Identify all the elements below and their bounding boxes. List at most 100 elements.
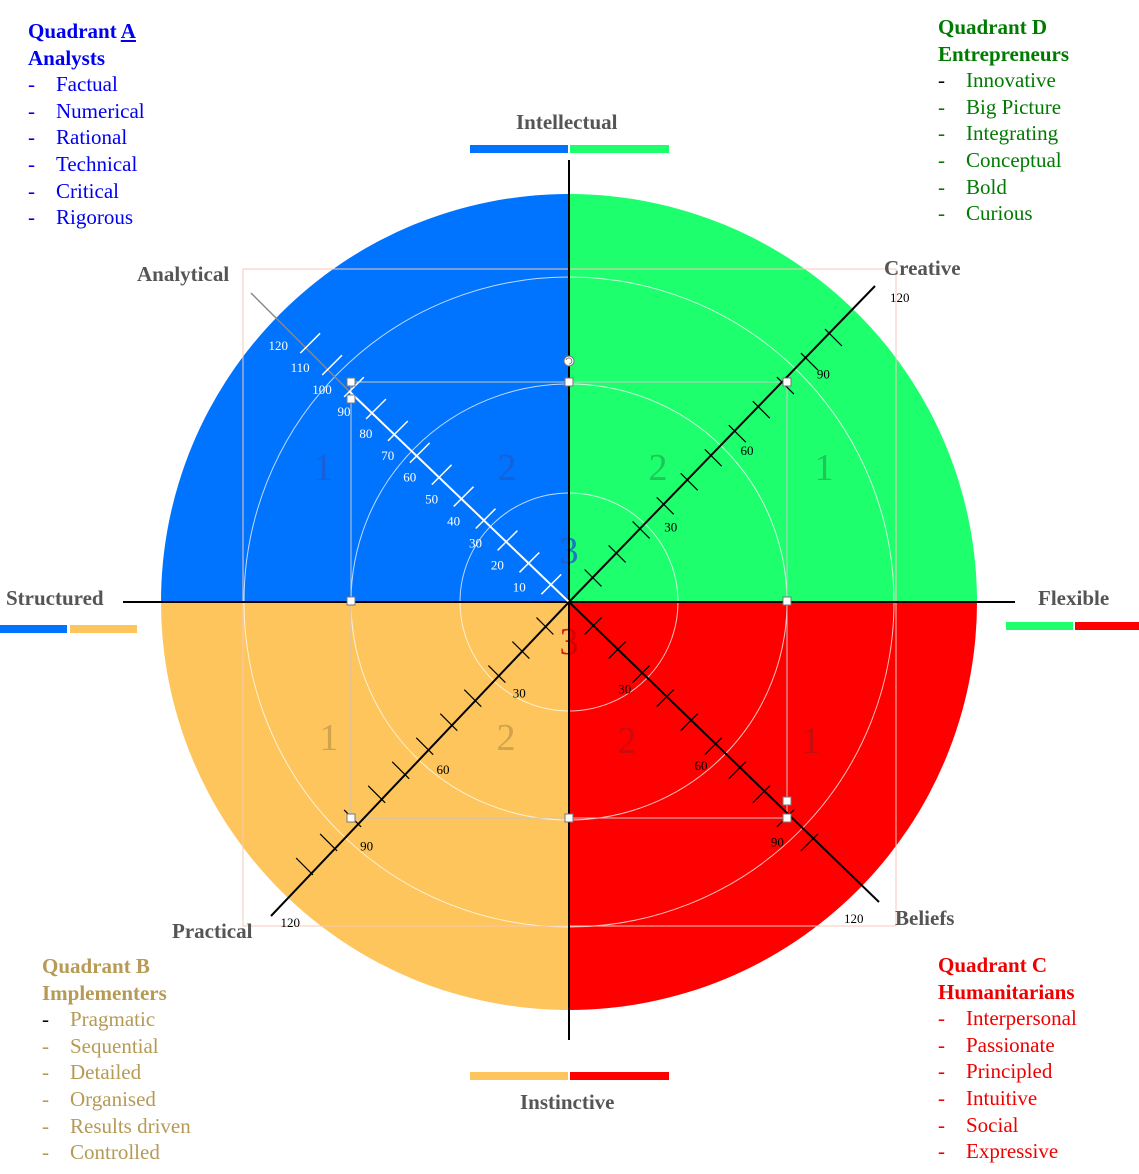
analytical-tick-label: 60 bbox=[403, 470, 416, 485]
analytical-tick-label: 80 bbox=[359, 426, 372, 441]
quadrant-b-title: Quadrant B bbox=[42, 954, 150, 978]
list-item: - Rigorous bbox=[28, 205, 134, 230]
list-item: - Factual bbox=[28, 72, 118, 97]
analytical-axis-ticks bbox=[299, 332, 562, 595]
zone-b-middle: 2 bbox=[497, 717, 516, 759]
zone-a-middle: 2 bbox=[498, 447, 517, 489]
axis-tick bbox=[439, 713, 458, 732]
axis-tick bbox=[299, 332, 321, 354]
axis-tick bbox=[608, 641, 627, 660]
handle-top[interactable] bbox=[564, 377, 574, 387]
axis-tick bbox=[409, 442, 431, 464]
handle-right[interactable] bbox=[782, 596, 792, 606]
axis-tick bbox=[431, 464, 453, 486]
creative-tick-label: 30 bbox=[664, 519, 677, 534]
axis-tick bbox=[752, 400, 771, 419]
quadrant-b-description: Quadrant B Implementers - Pragmatic - Sequ… bbox=[42, 953, 191, 1166]
axis-tick bbox=[728, 424, 747, 443]
list-item: - Critical bbox=[28, 178, 119, 203]
list-item: - Integrating bbox=[938, 121, 1059, 146]
axis-tick bbox=[608, 544, 627, 563]
quadrant-c-title: Quadrant C bbox=[938, 953, 1048, 977]
axis-label-analytical: Analytical bbox=[137, 262, 230, 286]
axis-tick bbox=[295, 857, 314, 876]
analytical-tick-label: 20 bbox=[491, 557, 504, 572]
axis-tick bbox=[632, 665, 651, 684]
analytical-tick-label: 100 bbox=[312, 382, 332, 397]
axis-tick bbox=[540, 573, 562, 595]
analytical-tick-label: 30 bbox=[469, 536, 482, 551]
analytical-tick-label: 90 bbox=[338, 404, 351, 419]
handle-bottom-right[interactable] bbox=[782, 813, 792, 823]
beliefs-axis bbox=[568, 601, 880, 903]
handle-bottom-left[interactable] bbox=[346, 813, 356, 823]
axis-tick bbox=[391, 761, 410, 780]
handle-line-end-top[interactable] bbox=[346, 394, 356, 404]
quadrant-a-fill bbox=[161, 194, 569, 602]
list-item: - Intuitive bbox=[938, 1085, 1038, 1110]
list-item: - Sequential bbox=[42, 1033, 159, 1058]
axis-tick bbox=[487, 665, 506, 684]
quadrant-c-fill bbox=[569, 602, 977, 1010]
zone-c-outer: 1 bbox=[802, 720, 821, 762]
intellectual-bar-green bbox=[570, 145, 669, 153]
axis-tick bbox=[800, 833, 819, 852]
zone-d-middle: 2 bbox=[649, 447, 668, 489]
axis-tick bbox=[387, 420, 409, 442]
axis-tick bbox=[704, 737, 723, 756]
axis-tick bbox=[728, 761, 747, 780]
axis-tick bbox=[536, 617, 554, 635]
axis-tick bbox=[453, 486, 475, 508]
list-item: - Big Picture bbox=[938, 94, 1062, 119]
quadrant-b-subtitle: Implementers bbox=[42, 980, 167, 1005]
quadrant-d-subtitle: Entrepreneurs bbox=[938, 41, 1070, 66]
quadrant-c-subtitle: Humanitarians bbox=[938, 979, 1075, 1004]
quadrant-d-description: Quadrant D Entrepreneurs - Innovative - Bi… bbox=[938, 14, 1069, 227]
handle-left[interactable] bbox=[346, 596, 356, 606]
quadrant-b-fill bbox=[161, 602, 569, 1010]
beliefs-tick-label: 60 bbox=[695, 758, 708, 773]
handle-top-left[interactable] bbox=[346, 377, 356, 387]
quadrant-c-description: Quadrant C Humanitarians - Interpersonal … bbox=[938, 952, 1077, 1165]
axis-tick bbox=[415, 737, 434, 756]
zone-a-outer: 1 bbox=[314, 447, 333, 489]
practical-tick-label: 90 bbox=[360, 838, 373, 853]
analytical-tick-label: 50 bbox=[425, 492, 438, 507]
instinctive-bar-yellow bbox=[470, 1072, 568, 1080]
quadrant-a-subtitle: Analysts bbox=[28, 45, 106, 70]
list-item: - Controlled bbox=[42, 1140, 160, 1165]
list-item: - Principled bbox=[938, 1059, 1053, 1084]
handle-line-end-bottom[interactable] bbox=[782, 796, 792, 806]
creative-tick-label: 60 bbox=[741, 443, 754, 458]
quadrant-d-fill bbox=[569, 194, 977, 602]
structured-bar-blue bbox=[0, 625, 67, 633]
structured-bar-yellow bbox=[70, 625, 137, 633]
list-item: - Social bbox=[938, 1112, 1019, 1137]
diagonal-axis-ticks bbox=[295, 328, 843, 876]
axis-tick bbox=[824, 328, 843, 347]
rotate-handle-icon[interactable] bbox=[563, 355, 575, 367]
quadrant-a-letter: A bbox=[120, 19, 136, 43]
axis-label-instinctive: Instinctive bbox=[520, 1090, 615, 1114]
axis-tick bbox=[584, 569, 602, 587]
quadrant-a-title: Quadrant A bbox=[28, 19, 136, 43]
list-item: - Technical bbox=[28, 151, 138, 176]
axis-tick bbox=[497, 530, 518, 551]
selection-handles[interactable] bbox=[346, 377, 792, 823]
list-item: - Expressive bbox=[938, 1139, 1059, 1164]
axis-label-structured: Structured bbox=[6, 586, 104, 610]
list-item: - Rational bbox=[28, 125, 128, 150]
list-item: - Curious bbox=[938, 201, 1033, 226]
quadrant-d-title: Quadrant D bbox=[938, 15, 1048, 39]
handle-bottom[interactable] bbox=[564, 813, 574, 823]
axis-tick bbox=[367, 785, 386, 804]
handle-top-right[interactable] bbox=[782, 377, 792, 387]
axis-tick bbox=[680, 713, 699, 732]
analytical-tick-label: 110 bbox=[291, 360, 310, 375]
axis-tick bbox=[511, 641, 530, 660]
list-item: - Conceptual bbox=[938, 147, 1062, 172]
zone-c-middle: 2 bbox=[618, 720, 637, 762]
practical-axis bbox=[270, 601, 570, 917]
